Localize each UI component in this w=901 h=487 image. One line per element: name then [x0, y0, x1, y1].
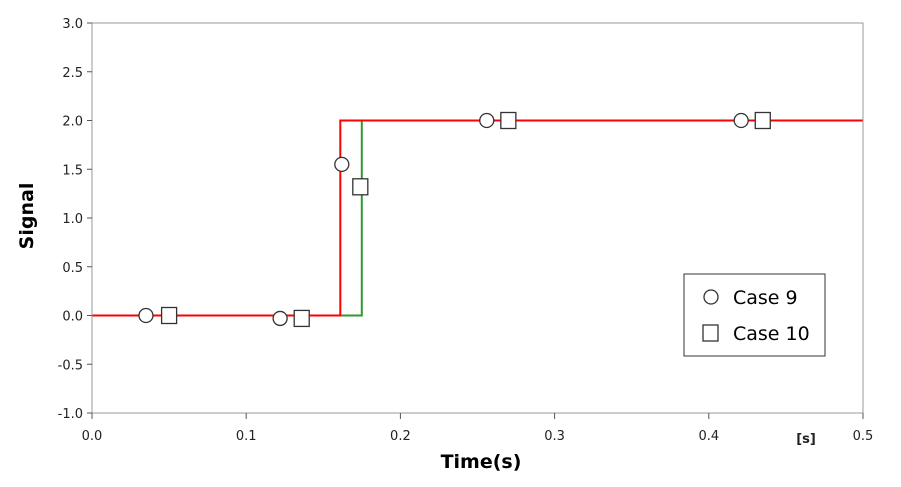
legend-label-case-9: Case 9: [733, 287, 798, 309]
y-tick-label: 0.0: [62, 310, 83, 325]
legend-circle-marker-icon: [703, 289, 719, 305]
x-axis-title: Time(s): [441, 451, 522, 473]
y-tick-label: 2.0: [62, 115, 83, 130]
marker-case-9: [479, 112, 495, 129]
legend-box: [683, 273, 826, 357]
marker-case-10: [160, 306, 178, 325]
series-line-case-9: [92, 119, 863, 317]
y-tick-label: -1.0: [58, 407, 83, 422]
marker-case-10: [754, 111, 771, 130]
y-tick-label: 3.0: [62, 17, 83, 32]
x-tick-label: 0.2: [390, 429, 411, 444]
x-tick-label: 0.5: [853, 429, 874, 444]
marker-case-9: [272, 310, 288, 327]
marker-case-10: [352, 178, 369, 196]
x-tick-label: 0.1: [236, 429, 257, 444]
y-tick-label: 0.5: [62, 261, 83, 276]
marker-case-9: [138, 307, 154, 324]
marker-case-9: [733, 112, 749, 129]
axis-layer: -1.0 -0.5 0.0 0.5 1.0 1.5 2.0 2.5 3.0 0.0 0.1 0.2 0.…: [58, 17, 874, 444]
y-tick-label: 2.5: [62, 66, 83, 81]
marker-case-10: [293, 309, 310, 328]
x-axis-unit: [s]: [796, 432, 816, 447]
legend-label-case-10: Case 10: [733, 323, 810, 345]
x-tick-label: 0.0: [82, 429, 103, 444]
series-layer: [92, 119, 863, 317]
y-tick-label: 1.5: [62, 163, 83, 178]
marker-layer: [138, 111, 771, 328]
y-axis-title: Signal: [16, 183, 38, 250]
marker-case-9: [334, 156, 350, 173]
x-tick-label: 0.4: [698, 429, 719, 444]
legend-square-marker-icon: [702, 324, 719, 342]
y-tick-label: 1.0: [62, 212, 83, 227]
legend: Case 9 Case 10: [683, 273, 826, 357]
y-tick-label: -0.5: [58, 358, 83, 373]
marker-case-10: [500, 111, 517, 130]
x-tick-label: 0.3: [544, 429, 565, 444]
